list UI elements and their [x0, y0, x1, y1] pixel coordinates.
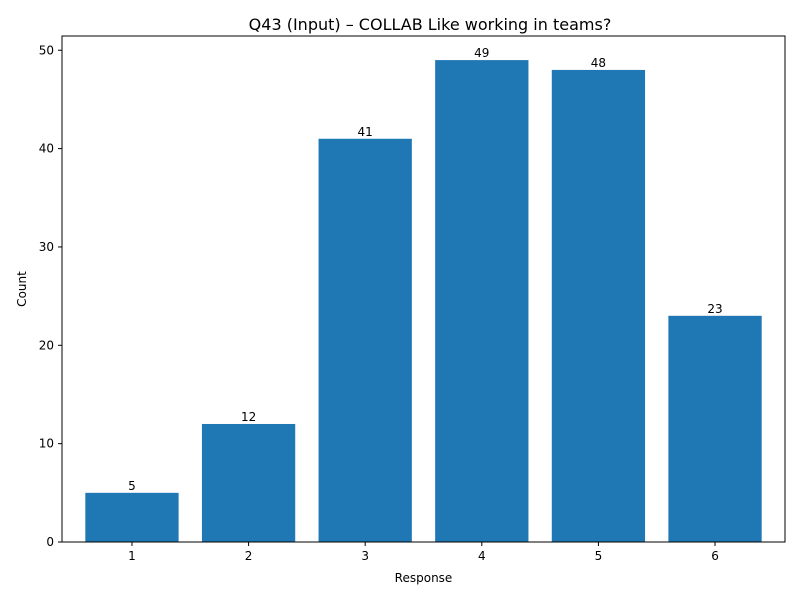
y-tick-label: 20: [39, 338, 54, 352]
bar-5: [551, 69, 646, 543]
x-tick-label: 4: [478, 549, 486, 563]
y-tick-label: 0: [46, 535, 54, 549]
y-tick-label: 10: [39, 437, 54, 451]
x-axis-ticks: 1 2 3 4 5 6: [128, 542, 719, 563]
y-tick-label: 30: [39, 240, 54, 254]
x-tick-label: 2: [245, 549, 253, 563]
chart-title: Q43 (Input) – COLLAB Like working in tea…: [249, 15, 612, 34]
x-tick-label: 6: [711, 549, 719, 563]
bar-2: [201, 423, 296, 542]
plot-frame: [61, 35, 786, 543]
data-labels-group: 5 12 41 49 48 23: [128, 46, 723, 493]
bar-3: [318, 138, 412, 542]
x-axis-label: Response: [395, 571, 453, 585]
y-tick-label: 40: [39, 142, 54, 156]
data-label-6: 23: [707, 302, 722, 316]
data-label-2: 12: [241, 410, 256, 424]
y-axis-label: Count: [15, 271, 29, 307]
bar-4: [435, 60, 529, 542]
data-label-3: 41: [358, 125, 373, 139]
data-label-4: 49: [474, 46, 489, 60]
x-tick-label: 3: [361, 549, 369, 563]
x-tick-label: 5: [595, 549, 603, 563]
y-axis-ticks: 0 10 20 30 40 50: [39, 43, 62, 549]
data-label-1: 5: [128, 479, 136, 493]
y-tick-label: 50: [39, 43, 54, 57]
x-tick-label: 1: [128, 549, 136, 563]
data-label-5: 48: [591, 56, 606, 70]
bar-1: [85, 492, 179, 542]
bar-6: [668, 315, 762, 542]
bars-group: [85, 60, 762, 543]
